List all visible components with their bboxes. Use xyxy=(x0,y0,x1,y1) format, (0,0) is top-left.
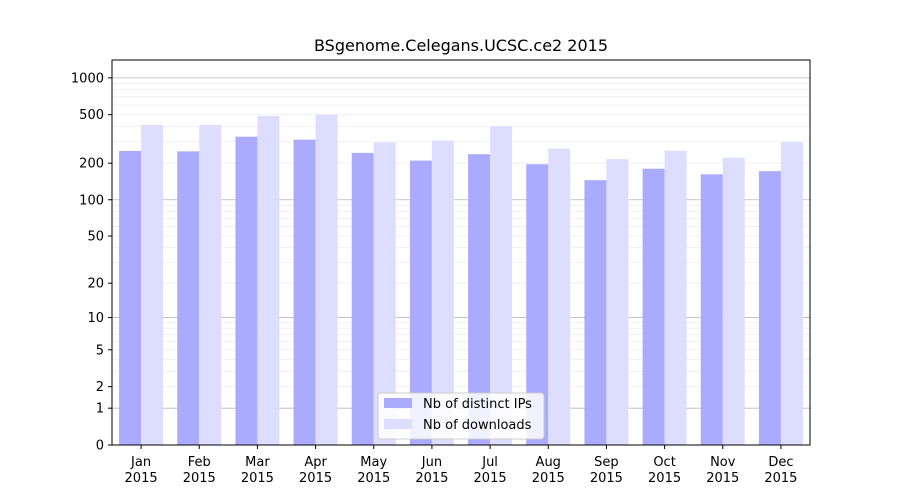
bar-distinct-ips xyxy=(409,160,432,446)
legend-box xyxy=(377,392,545,440)
bar-distinct-ips xyxy=(293,139,316,445)
y-tick-label: 0 xyxy=(96,439,104,454)
x-tick-label-line: 2015 xyxy=(764,471,797,486)
x-tick-label-line: Jul xyxy=(481,455,498,470)
bar-downloads xyxy=(141,124,164,445)
gridlines xyxy=(112,77,810,409)
y-tick-label: 1 xyxy=(96,402,104,417)
y-tick-label: 500 xyxy=(79,108,104,123)
x-tick-label-line: Aug xyxy=(536,455,561,470)
y-tick-label: 50 xyxy=(87,230,104,245)
bar-downloads xyxy=(780,142,803,445)
x-tick-label-line: 2015 xyxy=(357,471,390,486)
x-tick-label: Jan 2015 xyxy=(125,455,158,486)
bar-distinct-ips xyxy=(351,152,374,445)
bars xyxy=(119,114,803,446)
y-tick-label: 10 xyxy=(87,311,104,326)
x-tick-label: Nov 2015 xyxy=(706,455,739,486)
bar-distinct-ips xyxy=(642,168,665,445)
x-tick-label: Mar 2015 xyxy=(241,455,274,486)
bar-downloads xyxy=(664,150,687,445)
x-tick-label: Jul 2015 xyxy=(474,455,507,486)
x-tick-label-line: 2015 xyxy=(474,471,507,486)
x-tick-label-line: 2015 xyxy=(415,471,448,486)
x-tick-label-line: Mar xyxy=(245,455,270,470)
bar-distinct-ips xyxy=(700,174,723,446)
x-tick-label-line: Sep xyxy=(594,455,619,470)
x-tick-label-line: 2015 xyxy=(590,471,623,486)
legend-swatch xyxy=(384,398,412,408)
bar-downloads xyxy=(606,159,629,445)
x-tick-label-line: 2015 xyxy=(125,471,158,486)
bar-downloads xyxy=(490,126,513,446)
x-tick-label-line: May xyxy=(360,455,387,470)
bar-distinct-ips xyxy=(235,136,258,446)
x-tick-label-line: 2015 xyxy=(648,471,681,486)
y-tick-label: 5 xyxy=(96,343,104,358)
bar-downloads xyxy=(199,124,222,445)
plot-frame xyxy=(111,59,811,446)
x-tick-label: Feb 2015 xyxy=(183,455,216,486)
x-tick-label-line: 2015 xyxy=(183,471,216,486)
x-tick-label-line: 2015 xyxy=(706,471,739,486)
x-tick-label-line: Feb xyxy=(188,455,211,470)
legend-label: Nb of distinct IPs xyxy=(423,397,532,412)
y-tick-label: 200 xyxy=(79,157,104,172)
x-tick-label-line: Oct xyxy=(653,455,675,470)
y-tick-label: 20 xyxy=(87,277,104,292)
bar-distinct-ips xyxy=(177,151,200,446)
x-tick-label-line: Jun xyxy=(421,455,442,470)
x-tick-label-line: 2015 xyxy=(532,471,565,486)
y-tick-label: 1000 xyxy=(71,71,104,86)
x-tick-label-line: 2015 xyxy=(299,471,332,486)
bar-distinct-ips xyxy=(526,164,549,445)
x-tick-label: Sep 2015 xyxy=(590,455,623,486)
x-tick-label-line: Apr xyxy=(304,455,327,470)
x-tick-label: Aug 2015 xyxy=(532,455,565,486)
legend-label: Nb of downloads xyxy=(423,418,532,433)
bar-downloads xyxy=(257,115,280,445)
x-tick-label: Jun 2015 xyxy=(415,455,448,486)
x-tick-label: Apr 2015 xyxy=(299,455,332,486)
y-tick-label: 2 xyxy=(96,380,104,395)
legend-swatch xyxy=(384,419,412,429)
y-tick-label: 100 xyxy=(79,193,104,208)
bar-downloads xyxy=(548,148,571,445)
bar-distinct-ips xyxy=(119,150,142,446)
x-tick-label-line: 2015 xyxy=(241,471,274,486)
x-tick-label-line: Dec xyxy=(768,455,793,470)
bar-downloads xyxy=(373,142,396,446)
bar-downloads xyxy=(431,140,454,445)
bar-distinct-ips xyxy=(758,171,781,446)
bar-downloads xyxy=(722,157,745,446)
x-tick-label: May 2015 xyxy=(357,455,390,486)
bar-distinct-ips xyxy=(468,154,491,445)
x-tick-label-line: Nov xyxy=(710,455,736,470)
legend: Nb of distinct IPs Nb of downloads xyxy=(377,392,545,440)
x-tick-label: Dec 2015 xyxy=(764,455,797,486)
bar-distinct-ips xyxy=(584,180,607,446)
x-tick-label-line: Jan xyxy=(130,455,151,470)
x-tick-label: Oct 2015 xyxy=(648,455,681,486)
chart-title: BSgenome.Celegans.UCSC.ce2 2015 xyxy=(314,36,608,55)
bar-downloads xyxy=(315,114,338,445)
y-axis: 0 1 2 5 10 20 50 100 200 500 1000 xyxy=(71,71,112,454)
